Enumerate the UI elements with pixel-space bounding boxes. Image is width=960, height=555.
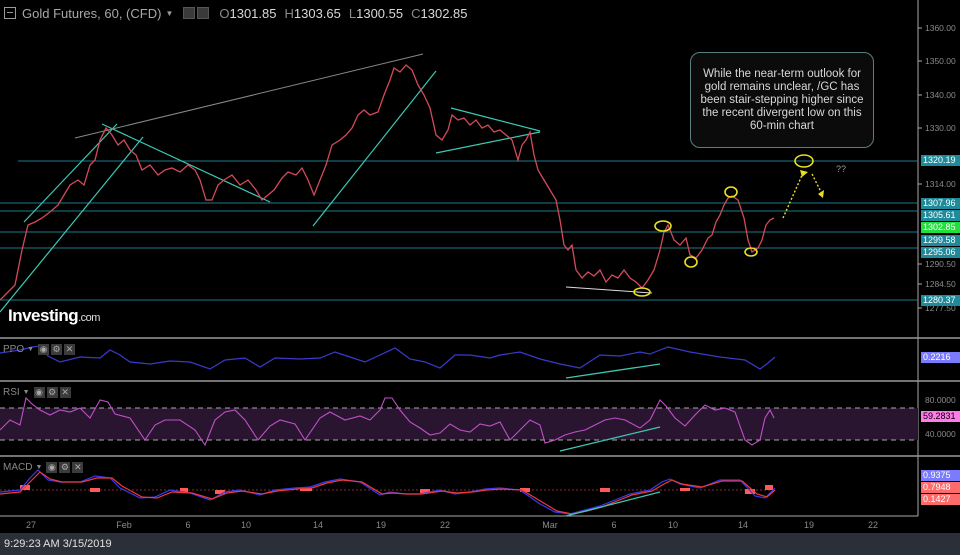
rsi-label[interactable]: RSI [3, 387, 20, 398]
close-icon[interactable]: ✕ [64, 344, 76, 355]
x-tick: 10 [667, 520, 679, 530]
question-marks: ?? [836, 164, 846, 174]
open-value: 1301.85 [229, 5, 277, 21]
macd-line [0, 469, 776, 515]
visibility-icon[interactable]: ◉ [46, 462, 58, 473]
settings-gear-icon[interactable]: ⚙ [46, 387, 58, 398]
x-tick: 27 [25, 520, 37, 530]
svg-text:1290.50: 1290.50 [925, 259, 956, 269]
high-value: 1303.65 [293, 5, 341, 21]
close-label: C [411, 5, 421, 21]
logo-main: Investing [8, 306, 79, 325]
svg-text:1314.00: 1314.00 [925, 179, 956, 189]
settings-gear-icon[interactable]: ⚙ [51, 344, 63, 355]
logo-suffix: .com [78, 312, 100, 324]
open-label: O [219, 5, 230, 21]
x-tick: 10 [240, 520, 252, 530]
chevron-down-icon[interactable]: ▼ [22, 389, 30, 396]
ppo-line [0, 345, 776, 370]
collapse-icon[interactable] [4, 7, 16, 19]
rsi-value-tag: 59.2831 [921, 411, 960, 422]
level-tag-1305: 1305.61 [921, 210, 960, 221]
svg-text:1330.00: 1330.00 [925, 123, 956, 133]
high-label: H [284, 5, 294, 21]
chevron-down-icon[interactable]: ▼ [27, 346, 35, 353]
low-label: L [348, 5, 357, 21]
timestamp: 9:29:23 AM 3/15/2019 [4, 538, 112, 550]
x-tick: 6 [185, 520, 191, 530]
close-value: 1302.85 [420, 5, 468, 21]
x-tick: 22 [439, 520, 451, 530]
svg-text:80.0000: 80.0000 [925, 395, 956, 405]
visibility-icon[interactable] [183, 7, 196, 19]
rsi-line [0, 396, 775, 447]
settings-gear-icon[interactable]: ⚙ [59, 462, 71, 473]
svg-text:1277.50: 1277.50 [925, 303, 956, 313]
macd-signal-line [0, 471, 776, 515]
x-tick: Feb [116, 520, 132, 530]
chevron-down-icon[interactable]: ▼ [35, 464, 43, 471]
instrument-title[interactable]: Gold Futures, 60, (CFD) [22, 5, 162, 21]
close-icon[interactable]: ✕ [72, 462, 84, 473]
macd-pane-header: MACD ▼ ◉ ⚙ ✕ [3, 462, 85, 473]
price-axis-ticks: 1360.00 1350.00 1340.00 1330.00 1314.00 … [925, 23, 956, 313]
projection-arrows [782, 172, 823, 219]
ppo-value-tag: 0.2216 [921, 352, 960, 363]
annotation-callout: While the near-term outlook for gold rem… [690, 52, 874, 148]
status-bar: 9:29:23 AM 3/15/2019 [0, 533, 960, 555]
ppo-pane-header: PPO ▼ ◉ ⚙ ✕ [3, 344, 77, 355]
rsi-pane-header: RSI ▼ ◉ ⚙ ✕ [3, 387, 73, 398]
macd-signal-tag: 0.7948 [921, 482, 960, 493]
x-tick: 6 [611, 520, 617, 530]
macd-hist-tag: 0.1427 [921, 494, 960, 505]
macd-value-tag: 0.9375 [921, 470, 960, 481]
x-tick: 14 [312, 520, 324, 530]
level-tag-1280: 1280.37 [921, 295, 960, 306]
visibility-icon[interactable]: ◉ [33, 387, 45, 398]
trend-lines [0, 70, 541, 313]
settings-gear-icon[interactable] [197, 7, 210, 19]
svg-text:1350.00: 1350.00 [925, 56, 956, 66]
level-tag-1295: 1295.06 [921, 247, 960, 258]
x-tick: Mar [542, 520, 558, 530]
chevron-down-icon[interactable]: ▼ [165, 8, 174, 18]
low-value: 1300.55 [356, 5, 404, 21]
visibility-icon[interactable]: ◉ [38, 344, 50, 355]
chart-header: Gold Futures, 60, (CFD) ▼ O 1301.85 H 1303… [0, 0, 915, 26]
x-tick: 19 [375, 520, 387, 530]
svg-text:1284.50: 1284.50 [925, 279, 956, 289]
marker-circles [633, 154, 814, 297]
x-tick: 22 [867, 520, 879, 530]
last-price-tag: 1302.85 [921, 222, 960, 233]
level-tag-1320: 1320.19 [921, 155, 960, 166]
macd-label[interactable]: MACD [3, 462, 33, 473]
ppo-label[interactable]: PPO [3, 344, 25, 355]
close-icon[interactable]: ✕ [59, 387, 71, 398]
svg-text:1340.00: 1340.00 [925, 90, 956, 100]
svg-text:40.0000: 40.0000 [925, 429, 956, 439]
price-line [0, 64, 775, 301]
level-tag-1299: 1299.58 [921, 235, 960, 246]
level-tag-1307: 1307.96 [921, 198, 960, 209]
x-tick: 19 [803, 520, 815, 530]
investing-logo: Investing.com [8, 306, 100, 326]
horizontal-levels [0, 160, 918, 301]
svg-text:1360.00: 1360.00 [925, 23, 956, 33]
x-tick: 14 [737, 520, 749, 530]
